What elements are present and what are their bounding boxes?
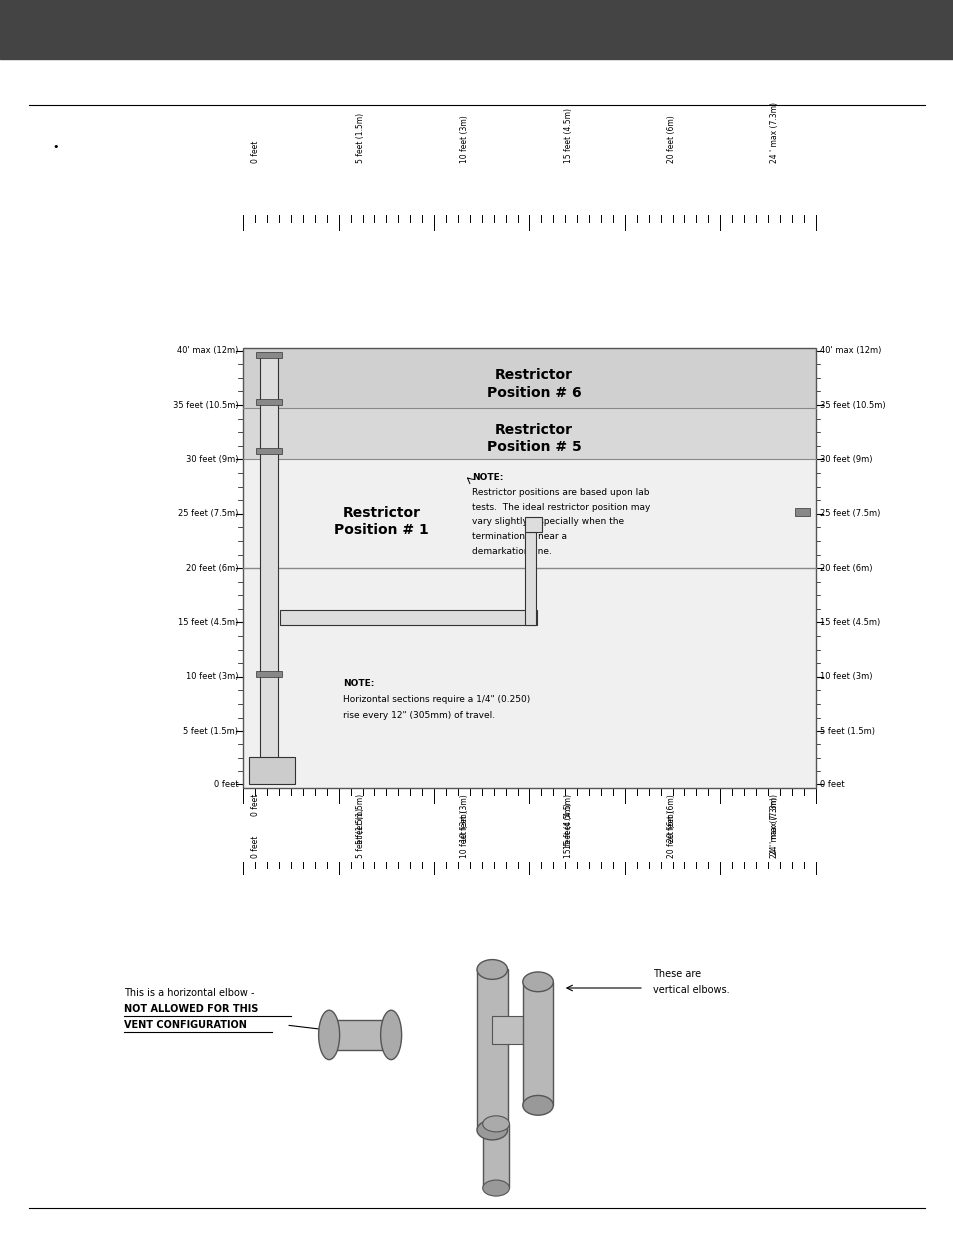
Bar: [524, 532, 536, 625]
Bar: [492, 1016, 536, 1044]
Text: •: •: [52, 142, 59, 152]
Bar: [279, 610, 537, 625]
Bar: [249, 757, 294, 784]
Text: 10 feet (3m): 10 feet (3m): [459, 115, 469, 163]
Ellipse shape: [482, 1116, 509, 1131]
Text: 5 feet (1.5m): 5 feet (1.5m): [355, 112, 365, 163]
Bar: [522, 982, 553, 1105]
Text: 0 feet: 0 feet: [251, 794, 260, 816]
Ellipse shape: [476, 960, 507, 979]
Text: 24 ' max (7.3m): 24 ' max (7.3m): [769, 103, 779, 163]
Text: 15 feet (4.5m): 15 feet (4.5m): [178, 618, 238, 627]
Text: 0 feet: 0 feet: [213, 779, 238, 789]
Text: 40' max (12m): 40' max (12m): [820, 346, 881, 356]
Ellipse shape: [482, 1181, 509, 1195]
Text: 40' max (12m): 40' max (12m): [177, 346, 238, 356]
Bar: [243, 408, 815, 459]
Ellipse shape: [380, 1010, 401, 1060]
Text: 30 feet (9m): 30 feet (9m): [820, 454, 872, 464]
Text: These are: These are: [653, 969, 700, 979]
Bar: [0, 0, 953, 59]
Text: 10 feet (3m): 10 feet (3m): [459, 794, 469, 842]
Text: Position # 6: Position # 6: [486, 385, 581, 400]
Text: Restrictor: Restrictor: [342, 505, 420, 520]
Text: 20 feet (6m): 20 feet (6m): [820, 563, 872, 573]
Bar: [476, 969, 507, 1130]
Text: 0 feet: 0 feet: [820, 779, 844, 789]
Text: 5 feet (1.5m): 5 feet (1.5m): [355, 794, 365, 845]
Text: 10 feet (3m): 10 feet (3m): [459, 810, 469, 858]
Text: 25 feet (7.5m): 25 feet (7.5m): [178, 509, 238, 519]
Text: 15 feet (4.5m): 15 feet (4.5m): [563, 794, 573, 850]
Ellipse shape: [522, 972, 553, 992]
Bar: [794, 508, 809, 516]
Text: 5 feet (1.5m): 5 feet (1.5m): [820, 726, 875, 736]
Text: 20 feet (6m): 20 feet (6m): [666, 115, 676, 163]
Text: 30 feet (9m): 30 feet (9m): [186, 454, 238, 464]
Text: 15 feet (4.5m): 15 feet (4.5m): [563, 803, 573, 858]
Text: 0 feet: 0 feet: [251, 141, 260, 163]
Ellipse shape: [318, 1010, 339, 1060]
Text: 20 feet (6m): 20 feet (6m): [186, 563, 238, 573]
Text: 0 feet: 0 feet: [251, 836, 260, 858]
Text: rise every 12" (305mm) of travel.: rise every 12" (305mm) of travel.: [343, 711, 495, 720]
Text: 20 feet (6m): 20 feet (6m): [666, 810, 676, 858]
Text: 35 feet (10.5m): 35 feet (10.5m): [820, 400, 885, 410]
Bar: [243, 348, 815, 788]
Ellipse shape: [476, 1120, 507, 1140]
Bar: [260, 357, 277, 778]
Text: vary slightly, especially when the: vary slightly, especially when the: [472, 517, 623, 526]
Bar: [329, 1020, 391, 1050]
Text: 10 feet (3m): 10 feet (3m): [820, 672, 872, 682]
Text: Restrictor: Restrictor: [495, 368, 573, 383]
Text: 15 feet (4.5m): 15 feet (4.5m): [563, 107, 573, 163]
Text: 24 ' max (7.3m): 24 ' max (7.3m): [769, 794, 779, 855]
Text: 20 feet (6m): 20 feet (6m): [666, 794, 676, 842]
Text: NOTE:: NOTE:: [472, 473, 503, 482]
Bar: [255, 671, 282, 677]
Text: NOT ALLOWED FOR THIS: NOT ALLOWED FOR THIS: [124, 1004, 258, 1014]
Bar: [255, 399, 282, 405]
Text: Horizontal sections require a 1/4" (0.250): Horizontal sections require a 1/4" (0.25…: [343, 695, 530, 704]
Bar: [255, 448, 282, 454]
Text: Position # 1: Position # 1: [334, 522, 429, 537]
Text: 24 ' max (7.3m): 24 ' max (7.3m): [769, 798, 779, 858]
Text: Restrictor positions are based upon lab: Restrictor positions are based upon lab: [472, 488, 649, 496]
Text: VENT CONFIGURATION: VENT CONFIGURATION: [124, 1020, 247, 1030]
Ellipse shape: [522, 1095, 553, 1115]
Text: 35 feet (10.5m): 35 feet (10.5m): [172, 400, 238, 410]
Text: tests.  The ideal restrictor position may: tests. The ideal restrictor position may: [472, 503, 650, 511]
Text: 5 feet (1.5m): 5 feet (1.5m): [355, 808, 365, 858]
Text: demarkation line.: demarkation line.: [472, 547, 552, 556]
Bar: [255, 352, 282, 358]
Text: 25 feet (7.5m): 25 feet (7.5m): [820, 509, 880, 519]
Text: termination is near a: termination is near a: [472, 532, 567, 541]
Bar: [243, 459, 815, 788]
Bar: [524, 517, 541, 532]
Text: vertical elbows.: vertical elbows.: [653, 986, 729, 995]
Text: Position # 5: Position # 5: [486, 440, 581, 454]
Text: This is a horizontal elbow -: This is a horizontal elbow -: [124, 988, 254, 998]
Text: 10 feet (3m): 10 feet (3m): [186, 672, 238, 682]
Text: 15 feet (4.5m): 15 feet (4.5m): [820, 618, 880, 627]
Bar: [243, 348, 815, 408]
Text: NOTE:: NOTE:: [343, 679, 375, 688]
Text: Restrictor: Restrictor: [495, 422, 573, 437]
Bar: [482, 1124, 509, 1188]
Text: 5 feet (1.5m): 5 feet (1.5m): [183, 726, 238, 736]
